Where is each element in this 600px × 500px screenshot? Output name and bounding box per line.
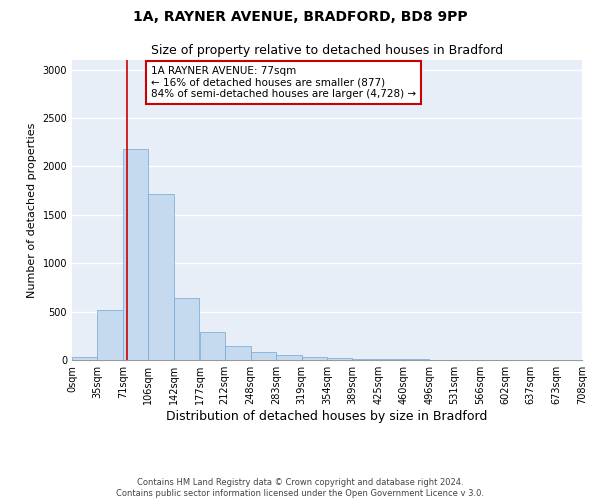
- Bar: [251, 352, 276, 360]
- X-axis label: Distribution of detached houses by size in Bradford: Distribution of detached houses by size …: [166, 410, 488, 423]
- Bar: [302, 356, 327, 360]
- Bar: [148, 194, 174, 360]
- Bar: [225, 346, 251, 360]
- Title: Size of property relative to detached houses in Bradford: Size of property relative to detached ho…: [151, 44, 503, 58]
- Bar: [403, 359, 429, 360]
- Bar: [174, 298, 199, 360]
- Bar: [378, 359, 403, 360]
- Bar: [327, 358, 352, 360]
- Bar: [352, 358, 378, 360]
- Bar: [97, 310, 123, 360]
- Text: Contains HM Land Registry data © Crown copyright and database right 2024.
Contai: Contains HM Land Registry data © Crown c…: [116, 478, 484, 498]
- Y-axis label: Number of detached properties: Number of detached properties: [27, 122, 37, 298]
- Bar: [276, 354, 302, 360]
- Bar: [199, 332, 225, 360]
- Bar: [123, 149, 148, 360]
- Bar: [72, 357, 97, 360]
- Text: 1A, RAYNER AVENUE, BRADFORD, BD8 9PP: 1A, RAYNER AVENUE, BRADFORD, BD8 9PP: [133, 10, 467, 24]
- Text: 1A RAYNER AVENUE: 77sqm
← 16% of detached houses are smaller (877)
84% of semi-d: 1A RAYNER AVENUE: 77sqm ← 16% of detache…: [151, 66, 416, 99]
